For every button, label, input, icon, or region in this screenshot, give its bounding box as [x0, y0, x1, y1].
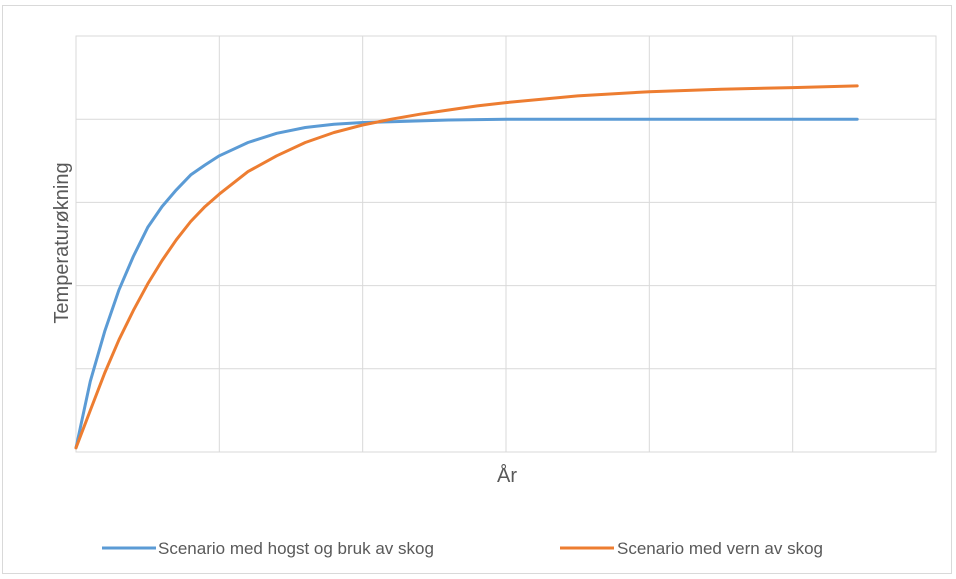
legend: Scenario med hogst og bruk av skog Scenar…	[102, 539, 823, 558]
legend-label-1: Scenario med hogst og bruk av skog	[158, 539, 434, 558]
x-axis-title: År	[497, 464, 517, 487]
chart-frame	[2, 5, 952, 574]
plot-area	[75, 35, 937, 453]
grid-lines	[76, 36, 936, 452]
series-lines	[74, 84, 859, 450]
series-line-1	[74, 117, 859, 450]
legend-label-2: Scenario med vern av skog	[617, 539, 823, 558]
series-line-2	[74, 84, 859, 450]
y-axis-title: Temperaturøkning	[51, 162, 73, 323]
